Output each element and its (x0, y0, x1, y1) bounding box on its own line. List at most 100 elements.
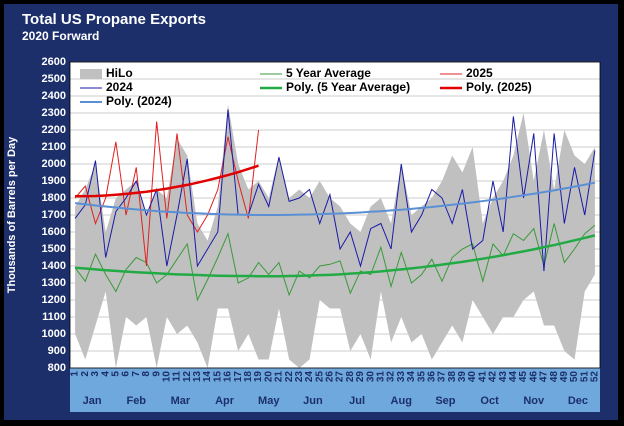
month-label: Apr (215, 395, 235, 407)
x-tick-label: 13 (192, 371, 203, 383)
x-tick-label: 39 (457, 371, 468, 383)
x-tick-label: 34 (406, 371, 417, 383)
x-tick-label: 22 (284, 371, 295, 383)
x-tick-label: 36 (426, 371, 437, 383)
legend-label: 2024 (106, 80, 133, 94)
y-tick-label: 2300 (42, 107, 66, 119)
x-tick-label: 1 (70, 371, 81, 377)
x-tick-label: 38 (447, 371, 458, 383)
month-label: Jun (303, 395, 323, 407)
x-tick-label: 18 (243, 371, 254, 383)
x-tick-label: 48 (549, 371, 560, 383)
x-tick-label: 35 (416, 371, 427, 383)
series-line (74, 223, 596, 302)
x-tick-label: 19 (253, 371, 264, 383)
x-tick-label: 2 (80, 371, 91, 377)
x-tick-label: 49 (559, 371, 570, 383)
legend-label: 5 Year Average (286, 66, 371, 80)
y-tick-label: 1900 (42, 175, 66, 187)
month-label: Feb (126, 395, 146, 407)
series-line (74, 109, 596, 272)
x-tick-label: 8 (141, 371, 152, 377)
month-label: Sep (435, 395, 455, 407)
x-tick-label: 29 (355, 371, 366, 383)
chart-title: Total US Propane Exports (22, 11, 206, 28)
x-tick-label: 11 (172, 371, 183, 382)
legend-label: 2025 (466, 66, 493, 80)
y-tick-label: 1800 (42, 192, 66, 204)
y-tick-label: 1200 (42, 294, 66, 306)
series-line (75, 164, 259, 198)
x-tick-label: 10 (161, 371, 172, 383)
month-label: Jan (83, 395, 102, 407)
x-tick-label: 9 (151, 371, 162, 377)
x-tick-label: 50 (569, 371, 580, 383)
x-tick-label: 28 (345, 371, 356, 383)
x-axis-band (70, 368, 600, 412)
legend-label: Poly. (2025) (466, 80, 532, 94)
x-tick-label: 45 (518, 371, 529, 383)
x-tick-label: 7 (131, 371, 142, 377)
x-tick-label: 4 (100, 371, 111, 377)
x-tick-label: 42 (488, 371, 499, 383)
x-tick-label: 52 (590, 371, 601, 383)
y-tick-label: 1300 (42, 277, 66, 289)
y-tick-label: 2500 (42, 73, 66, 85)
y-tick-label: 1100 (42, 311, 66, 323)
month-label: Dec (568, 395, 588, 407)
chart-subtitle: 2020 Forward (22, 29, 99, 43)
y-tick-label: 1500 (42, 243, 66, 255)
legend-label: Poly. (2024) (106, 94, 172, 108)
y-tick-label: 1400 (42, 260, 66, 272)
month-label: May (258, 395, 280, 407)
y-axis-title: Thousands of Barrels per Day (6, 136, 18, 293)
x-tick-label: 3 (90, 371, 101, 377)
series-line (74, 121, 260, 267)
y-tick-label: 1600 (42, 226, 66, 238)
y-tick-label: 1700 (42, 209, 66, 221)
y-tick-label: 2600 (42, 56, 66, 68)
y-tick-label: 2200 (42, 124, 66, 136)
month-label: Oct (480, 395, 499, 407)
series-line (74, 181, 596, 216)
x-tick-label: 33 (396, 371, 407, 383)
y-tick-label: 1000 (42, 328, 66, 340)
x-tick-label: 25 (314, 371, 325, 383)
hilo-area (75, 104, 595, 368)
legend-label: Poly. (5 Year Average) (286, 80, 410, 94)
x-tick-label: 27 (335, 371, 346, 383)
series-line (74, 234, 596, 278)
x-tick-label: 43 (498, 371, 509, 383)
x-tick-label: 23 (294, 371, 305, 383)
x-tick-label: 31 (376, 371, 387, 383)
y-tick-label: 2100 (42, 141, 66, 153)
x-tick-label: 47 (539, 371, 550, 383)
x-tick-label: 37 (437, 371, 448, 383)
month-label: Jul (349, 395, 365, 407)
x-tick-label: 44 (508, 371, 519, 383)
x-tick-label: 5 (111, 371, 122, 377)
x-tick-label: 46 (528, 371, 539, 383)
x-tick-label: 40 (467, 371, 478, 383)
month-label: Mar (171, 395, 191, 407)
x-tick-label: 51 (579, 371, 590, 383)
x-tick-label: 6 (121, 371, 132, 377)
month-label: Aug (391, 395, 412, 407)
x-tick-label: 24 (304, 371, 315, 383)
plot-border (69, 61, 601, 369)
y-tick-label: 2400 (42, 90, 66, 102)
y-tick-label: 800 (48, 362, 66, 374)
x-tick-label: 15 (212, 371, 223, 383)
y-tick-label: 2000 (42, 158, 66, 170)
month-label: Nov (523, 395, 545, 407)
x-tick-label: 20 (263, 371, 274, 383)
x-tick-label: 26 (325, 371, 336, 383)
y-tick-label: 900 (48, 345, 66, 357)
x-tick-label: 17 (233, 371, 244, 383)
x-tick-label: 41 (477, 371, 488, 383)
x-tick-label: 14 (202, 371, 213, 383)
x-tick-label: 21 (274, 371, 285, 383)
legend-swatch (80, 69, 102, 79)
x-tick-label: 16 (223, 371, 234, 383)
